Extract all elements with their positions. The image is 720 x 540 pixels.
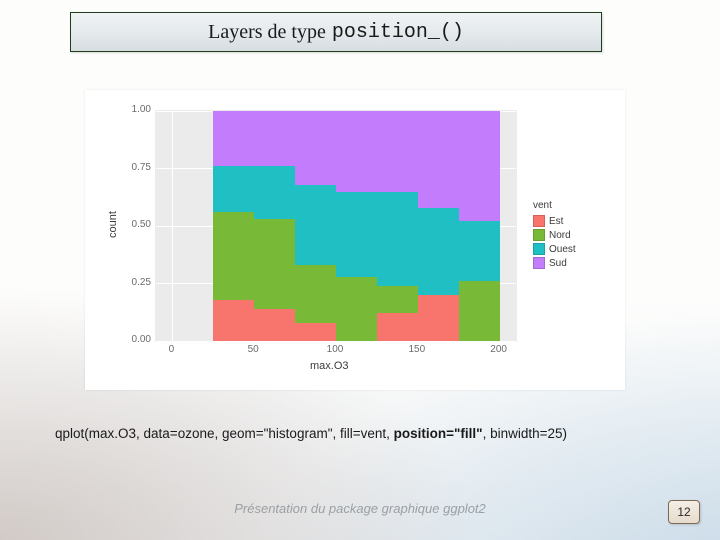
legend-title: vent	[533, 200, 576, 211]
legend-swatch	[533, 257, 545, 269]
bar-segment	[459, 111, 500, 221]
bar-segment	[336, 111, 377, 192]
legend-swatch	[533, 215, 545, 227]
grid-line	[172, 111, 173, 341]
code-text: qplot(max.O3, data=ozone, geom="histogra…	[55, 426, 394, 441]
bar-segment	[295, 111, 336, 185]
bar-column	[336, 111, 377, 341]
legend-swatch	[533, 229, 545, 241]
bar-segment	[213, 212, 254, 299]
legend-item: Est	[533, 214, 576, 228]
bar-segment	[254, 166, 295, 219]
y-tick-label: 1.00	[121, 104, 151, 115]
legend-label: Sud	[549, 258, 567, 269]
bar-segment	[418, 208, 459, 295]
legend: vent Est Nord Ouest Sud	[533, 200, 576, 270]
legend-item: Nord	[533, 228, 576, 242]
code-example: qplot(max.O3, data=ozone, geom="histogra…	[55, 426, 675, 441]
legend-label: Nord	[549, 230, 571, 241]
x-tick-label: 0	[159, 344, 183, 355]
bar-segment	[213, 111, 254, 166]
bar-column	[418, 111, 459, 341]
y-axis-label: count	[107, 211, 119, 238]
bar-column	[459, 111, 500, 341]
bar-column	[377, 111, 418, 341]
bar-segment	[336, 192, 377, 277]
slide-title-box: Layers de type position_()	[70, 12, 602, 52]
bar-segment	[459, 221, 500, 281]
bar-segment	[295, 265, 336, 323]
legend-label: Est	[549, 216, 563, 227]
slide-title-code: position_()	[332, 21, 464, 44]
bar-segment	[377, 111, 418, 192]
bar-segment	[213, 300, 254, 341]
plot-area	[155, 110, 517, 342]
bar-column	[295, 111, 336, 341]
y-tick-label: 0.00	[121, 334, 151, 345]
bar-segment	[295, 323, 336, 341]
bar-segment	[377, 286, 418, 314]
footer-caption: Présentation du package graphique ggplot…	[0, 501, 720, 516]
bar-segment	[418, 111, 459, 208]
y-tick-label: 0.50	[121, 219, 151, 230]
chart-panel: 0.00 0.25 0.50 0.75 1.00 0 50 100 150 200 count m…	[85, 90, 625, 390]
bar-segment	[336, 277, 377, 341]
bar-segment	[459, 281, 500, 341]
bar-segment	[254, 309, 295, 341]
legend-item: Sud	[533, 256, 576, 270]
bar-column	[254, 111, 295, 341]
slide: Layers de type position_() 0.000.250.500…	[0, 0, 720, 540]
y-tick-label: 0.25	[121, 277, 151, 288]
bar-segment	[254, 219, 295, 309]
legend-item: Ouest	[533, 242, 576, 256]
code-bold: position="fill"	[394, 426, 483, 441]
bar-segment	[213, 166, 254, 212]
x-axis-label: max.O3	[310, 360, 349, 372]
bar-segment	[377, 192, 418, 286]
bar-segment	[254, 111, 295, 166]
bar-segment	[377, 313, 418, 341]
x-tick-label: 100	[323, 344, 347, 355]
x-tick-label: 50	[241, 344, 265, 355]
slide-title-prefix: Layers de type	[208, 21, 326, 44]
legend-swatch	[533, 243, 545, 255]
x-tick-label: 200	[487, 344, 511, 355]
legend-label: Ouest	[549, 244, 576, 255]
page-number: 12	[668, 500, 700, 524]
y-tick-label: 0.75	[121, 162, 151, 173]
bar-segment	[295, 185, 336, 266]
bar-segment	[418, 295, 459, 341]
x-tick-label: 150	[405, 344, 429, 355]
bar-column	[213, 111, 254, 341]
code-tail: , binwidth=25)	[483, 426, 567, 441]
